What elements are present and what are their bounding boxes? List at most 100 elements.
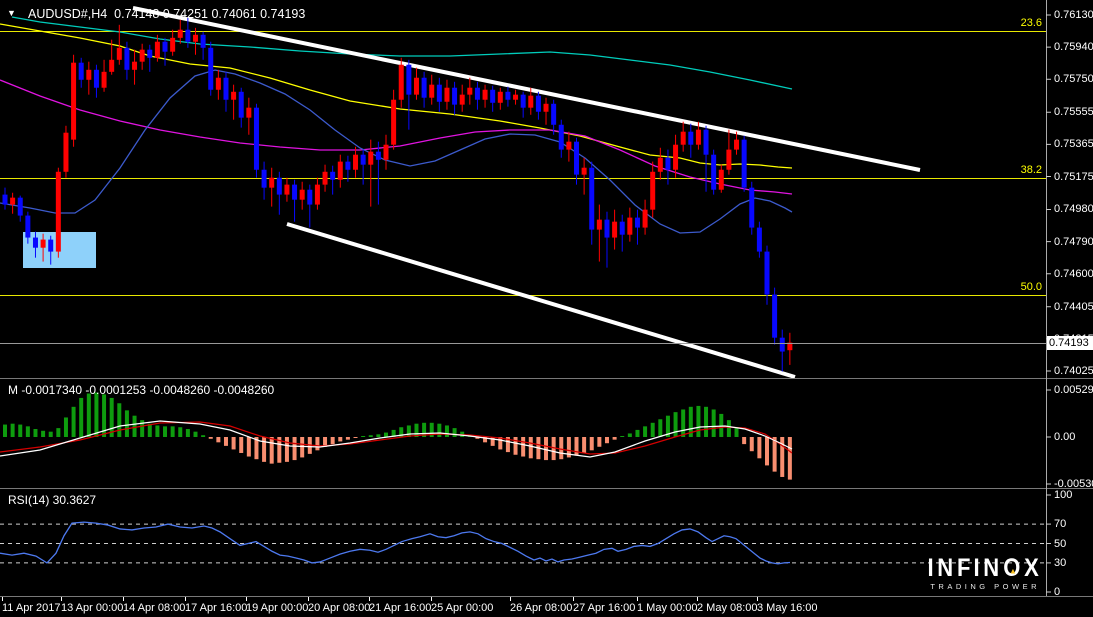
rsi-axis-label: 50 (1054, 537, 1067, 550)
candle-body (307, 189, 313, 205)
rsi-line (0, 521, 791, 565)
candle-body (657, 157, 663, 172)
current-price-badge: 0.74193 (1047, 336, 1093, 350)
time-axis-label: 17 Apr 16:00 (185, 602, 248, 614)
macd-histogram-bar (315, 437, 320, 451)
price-axis-scale[interactable] (1047, 0, 1093, 596)
macd-histogram-bar (345, 437, 350, 440)
candle-body (154, 41, 160, 58)
candle-body (40, 239, 46, 248)
candle-body (101, 71, 107, 88)
macd-histogram-bar (208, 437, 213, 439)
candle-body (25, 215, 31, 238)
macd-histogram-bar (300, 437, 305, 458)
candle-body (528, 95, 534, 108)
macd-histogram-bar (437, 423, 442, 437)
candle-body (535, 95, 541, 112)
time-axis-label: 25 Apr 00:00 (431, 602, 494, 614)
candle-body (734, 139, 740, 150)
rsi-axis-label: 0 (1054, 586, 1061, 598)
ma-slowblue-line (0, 69, 793, 234)
candle-body (711, 154, 717, 190)
logo-letter: I (973, 554, 982, 582)
macd-histogram-bar (48, 431, 53, 437)
macd-histogram-bar (742, 437, 747, 445)
macd-histogram-bar (41, 430, 46, 437)
candle-body (208, 47, 214, 90)
macd-histogram-bar (216, 437, 221, 443)
candle-body (193, 34, 198, 42)
macd-histogram-bar (193, 431, 198, 437)
trendline[interactable] (286, 222, 796, 379)
candle-body (139, 49, 145, 62)
macd-histogram-bar (688, 406, 693, 437)
macd-histogram-bar (391, 429, 396, 437)
macd-histogram-bar (353, 437, 358, 438)
macd-histogram-bar (627, 433, 632, 437)
symbol-dropdown-icon[interactable]: ▼ (7, 8, 16, 18)
macd-histogram-bar (734, 428, 739, 437)
logo-letter: I (927, 554, 935, 582)
trendline[interactable] (132, 6, 921, 172)
macd-histogram-bar (163, 426, 168, 437)
macd-histogram-bar (559, 437, 564, 460)
candle-body (619, 221, 625, 235)
macd-histogram-bar (483, 437, 488, 443)
candle-body (345, 161, 351, 170)
price-axis-label: 0.75750 (1054, 73, 1093, 86)
macd-histogram-bar (551, 437, 556, 461)
candle-body (368, 151, 374, 165)
price-axis-label: 0.76130 (1054, 9, 1093, 21)
candle-body (452, 87, 458, 105)
macd-histogram-bar (124, 410, 129, 437)
candle-body (231, 91, 237, 100)
candle-body (2, 194, 8, 205)
macd-histogram-bar (269, 437, 274, 464)
candle-body (238, 91, 244, 118)
candle-body (269, 177, 275, 188)
time-axis-label: 3 May 16:00 (757, 602, 818, 614)
candle-body (147, 49, 153, 58)
macd-histogram-bar (765, 437, 769, 466)
macd-histogram-bar (33, 429, 38, 437)
macd-histogram-bar (25, 426, 30, 437)
macd-histogram-bar (338, 437, 343, 442)
candle-body (63, 132, 69, 172)
macd-histogram-bar (673, 412, 678, 437)
time-axis-scale[interactable] (0, 597, 1093, 617)
macd-histogram-bar (384, 432, 388, 437)
macd-histogram-bar (18, 424, 23, 437)
time-axis-label: 11 Apr 2017 (2, 602, 61, 614)
candle-body (726, 149, 732, 170)
macd-histogram-bar (284, 437, 289, 462)
candle-body (741, 139, 747, 188)
macd-histogram-bar (772, 437, 777, 472)
candle-body (375, 151, 381, 160)
price-axis-label: 0.74600 (1054, 267, 1093, 280)
macd-axis-label: 0.00 (1054, 431, 1076, 443)
macd-histogram-bar (490, 437, 495, 446)
candle-body (162, 41, 168, 52)
macd-histogram-bar (681, 409, 686, 437)
macd-histogram-bar (399, 427, 404, 437)
candle-body (246, 107, 252, 118)
time-axis-label: 26 Apr 08:00 (510, 602, 573, 614)
candle-body (513, 94, 519, 100)
rsi-axis-label: 70 (1054, 518, 1067, 531)
candle-body (55, 171, 61, 252)
candle-body (596, 219, 602, 230)
candle-body (93, 69, 99, 88)
price-axis-label: 0.75555 (1054, 106, 1093, 119)
macd-histogram-bar (604, 437, 609, 444)
time-axis-label: 1 May 00:00 (637, 602, 698, 614)
macd-histogram-bar (3, 424, 7, 437)
candle-body (322, 171, 328, 185)
macd-histogram-bar (726, 420, 731, 437)
candle-body (32, 237, 38, 248)
candle-body (779, 337, 785, 352)
time-axis-label: 20 Apr 08:00 (308, 602, 371, 614)
macd-histogram-bar (170, 426, 175, 437)
macd-histogram-bar (429, 422, 434, 437)
candle-body (292, 184, 298, 200)
macd-histogram-bar (132, 415, 137, 437)
